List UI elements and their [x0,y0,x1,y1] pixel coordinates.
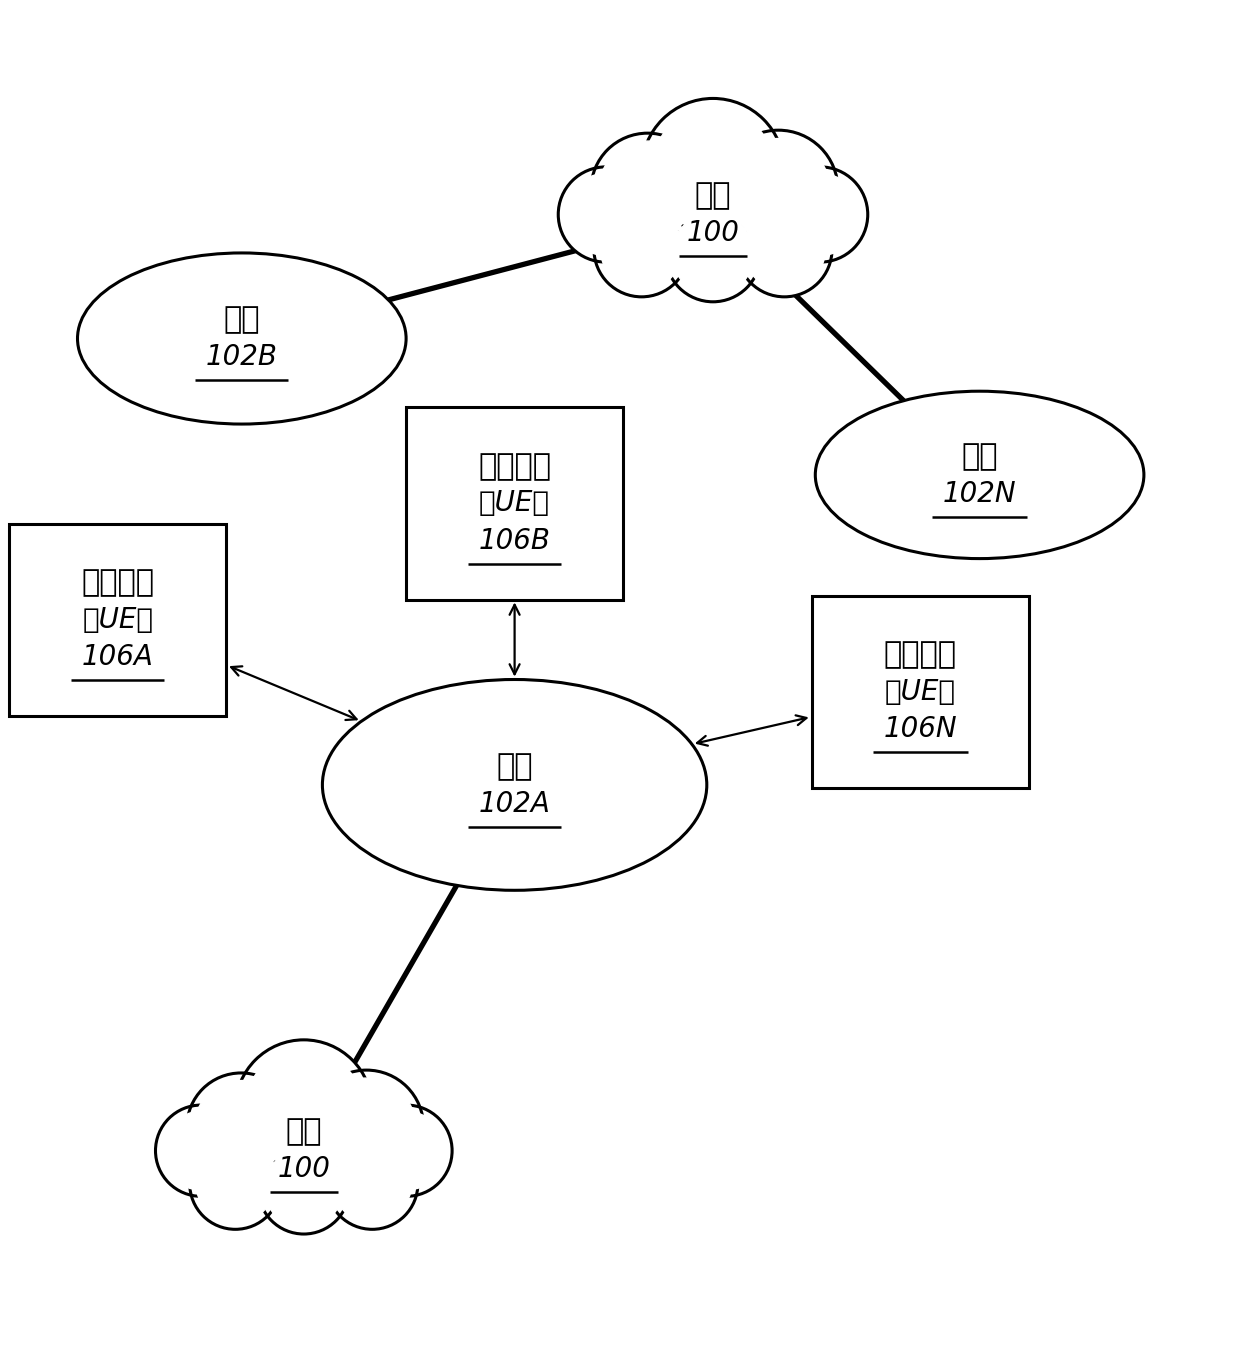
Text: 基站: 基站 [961,442,998,470]
Circle shape [594,201,689,296]
Circle shape [361,1105,453,1196]
Ellipse shape [816,391,1145,559]
Text: （UE）: （UE） [479,489,551,518]
Circle shape [310,1070,424,1184]
Circle shape [190,1137,281,1230]
Circle shape [591,133,704,246]
Circle shape [258,1143,350,1234]
FancyBboxPatch shape [811,595,1028,788]
Text: 100: 100 [278,1155,330,1184]
Text: （UE）: （UE） [82,606,154,635]
Circle shape [728,139,830,241]
Text: 106N: 106N [883,715,957,743]
Circle shape [162,1112,241,1190]
Text: 102B: 102B [206,342,278,371]
Circle shape [196,1144,274,1223]
Circle shape [367,1112,445,1190]
Ellipse shape [77,253,407,424]
Circle shape [565,174,647,255]
Ellipse shape [322,680,707,890]
Circle shape [155,1105,247,1196]
Text: 102A: 102A [479,790,551,818]
Circle shape [599,141,696,238]
Text: 基站: 基站 [223,306,260,334]
FancyBboxPatch shape [10,523,226,716]
Circle shape [641,98,785,242]
Text: 用户装置: 用户装置 [884,640,956,669]
Circle shape [744,208,826,291]
Circle shape [779,174,861,255]
Circle shape [195,1080,288,1174]
Text: 106A: 106A [82,643,154,671]
Circle shape [773,167,868,262]
Circle shape [317,1078,415,1176]
Circle shape [737,201,832,296]
Circle shape [264,1150,343,1227]
Text: （UE）: （UE） [884,678,956,705]
Text: 106B: 106B [479,527,551,554]
Circle shape [187,1074,295,1181]
Circle shape [246,1049,362,1167]
Text: 用户装置: 用户装置 [479,451,551,481]
FancyBboxPatch shape [407,408,622,599]
Circle shape [558,167,653,262]
Text: 102N: 102N [942,480,1017,507]
Circle shape [666,207,760,302]
Text: 网络: 网络 [285,1117,322,1147]
Circle shape [651,109,775,231]
Text: 用户装置: 用户装置 [82,568,154,597]
Circle shape [672,213,754,295]
Text: 100: 100 [687,219,739,247]
Circle shape [236,1040,372,1177]
Circle shape [600,208,682,291]
Circle shape [334,1144,412,1223]
Circle shape [326,1137,418,1230]
Circle shape [719,130,838,249]
Text: 基站: 基站 [496,752,533,781]
Text: 网络: 网络 [694,181,732,211]
